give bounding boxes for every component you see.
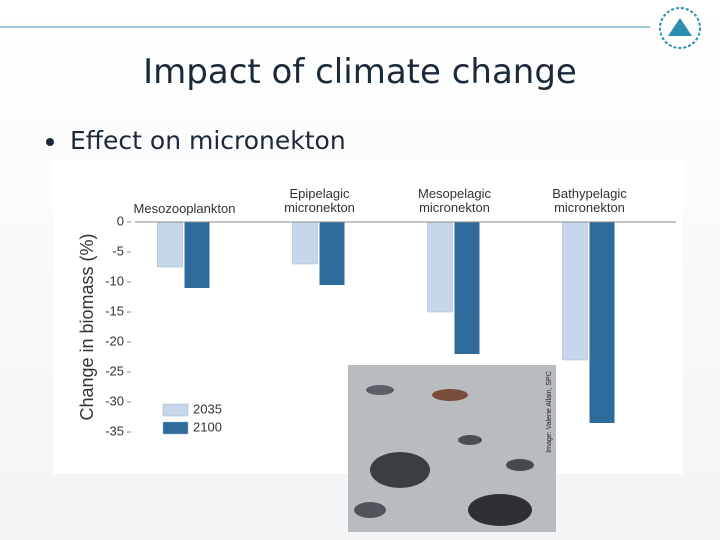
y-tick-label: 0: [117, 213, 124, 228]
bar: [292, 221, 318, 265]
category-label: Mesozooplankton: [133, 201, 236, 216]
legend-label: 2100: [193, 419, 222, 434]
legend-swatch: [162, 421, 189, 435]
category-label: Mesopelagic micronekton: [418, 186, 491, 215]
slide-title: Impact of climate change: [143, 52, 577, 92]
logo-mark: [668, 18, 692, 36]
bar: [157, 221, 183, 268]
y-axis-label: Change in biomass (%): [77, 233, 97, 420]
photo: [348, 365, 556, 532]
y-tick-label: -5: [112, 243, 124, 258]
category-label: Epipelagic micronekton: [284, 186, 355, 215]
bar: [427, 221, 453, 313]
bar: [319, 222, 345, 285]
bar: [454, 222, 480, 354]
legend-swatch: [162, 403, 189, 417]
y-tick-label: -15: [105, 303, 124, 318]
bullet-dot: [46, 138, 54, 146]
bar: [562, 221, 588, 361]
y-tick-label: -25: [105, 363, 124, 378]
y-tick-label: -35: [105, 423, 124, 438]
legend-label: 2035: [193, 401, 222, 416]
bullet-text: Effect on micronekton: [70, 126, 346, 155]
y-tick-label: -20: [105, 333, 124, 348]
y-tick-label: -10: [105, 273, 124, 288]
image-credit: Image: Valerie Allain, SPC: [546, 371, 553, 453]
bar: [589, 222, 615, 423]
y-tick-label: -30: [105, 393, 124, 408]
bar: [184, 222, 210, 288]
category-label: Bathypelagic micronekton: [552, 186, 627, 215]
